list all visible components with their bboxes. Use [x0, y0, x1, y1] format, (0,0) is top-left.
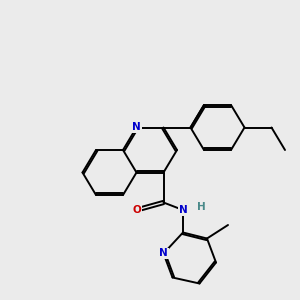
Text: H: H [196, 202, 206, 212]
Text: N: N [159, 248, 168, 259]
Text: N: N [132, 122, 141, 133]
Text: N: N [178, 205, 188, 215]
Text: O: O [132, 205, 141, 215]
